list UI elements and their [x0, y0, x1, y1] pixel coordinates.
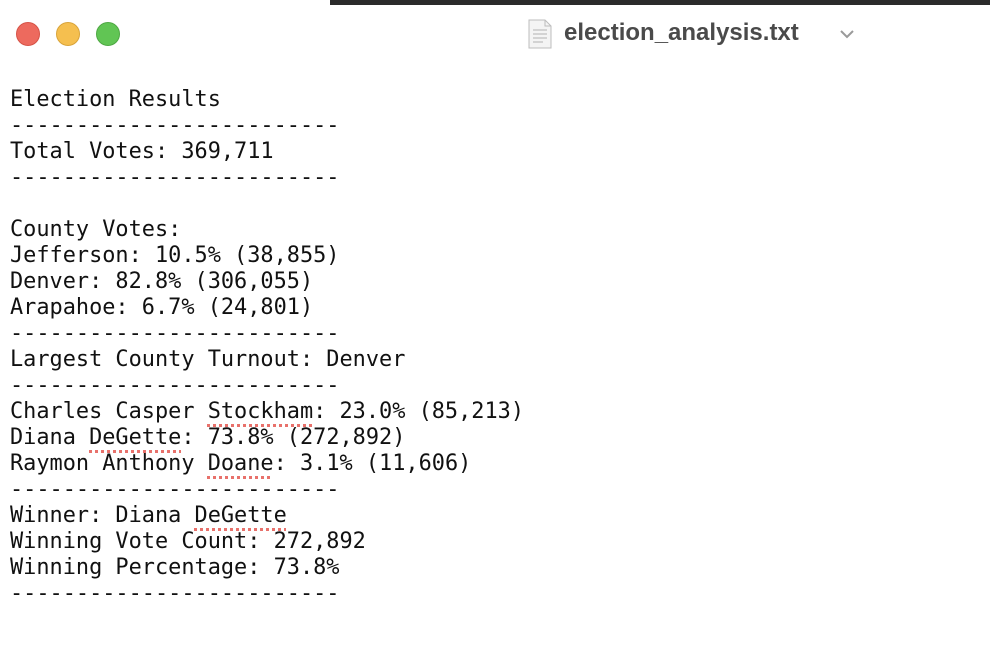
text: : 23.0% (85,213): [313, 399, 525, 424]
separator: -------------------------: [10, 477, 340, 502]
text-line: Jefferson: 10.5% (38,855): [10, 243, 340, 268]
text-line: Arapahoe: 6.7% (24,801): [10, 295, 314, 320]
text: Charles Casper: [10, 399, 208, 424]
document-text: Election Results -----------------------…: [10, 87, 524, 607]
text-line: Denver: 82.8% (306,055): [10, 269, 314, 294]
text-line: County Votes:: [10, 217, 182, 242]
misspelled-word[interactable]: DeGette: [194, 503, 287, 528]
document-icon: [528, 19, 552, 49]
misspelled-word[interactable]: DeGette: [89, 425, 182, 450]
zoom-button[interactable]: [96, 22, 120, 46]
minimize-button[interactable]: [56, 22, 80, 46]
misspelled-word[interactable]: Doane: [207, 451, 274, 476]
misspelled-word[interactable]: Stockham: [207, 399, 314, 424]
window-edge: [330, 0, 990, 5]
text-line: Winning Vote Count: 272,892: [10, 529, 366, 554]
text: Raymon Anthony: [10, 451, 208, 476]
text: : 73.8% (272,892): [181, 425, 406, 450]
text: : 3.1% (11,606): [273, 451, 472, 476]
text-line: Winner: Diana DeGette: [10, 503, 524, 529]
close-button[interactable]: [16, 22, 40, 46]
text-line: Election Results: [10, 87, 221, 112]
text-line: Charles Casper Stockham: 23.0% (85,213): [10, 399, 524, 425]
text: Winner: Diana: [10, 503, 195, 528]
text-line: Diana DeGette: 73.8% (272,892): [10, 425, 524, 451]
text-line: Winning Percentage: 73.8%: [10, 555, 340, 580]
separator: -------------------------: [10, 113, 340, 138]
window-title[interactable]: election_analysis.txt: [564, 19, 799, 46]
separator: -------------------------: [10, 321, 340, 346]
text-line: Total Votes: 369,711: [10, 139, 274, 164]
text: Diana: [10, 425, 90, 450]
separator: -------------------------: [10, 165, 340, 190]
title-bar: election_analysis.txt: [0, 5, 990, 65]
separator: -------------------------: [10, 373, 340, 398]
title-menu-chevron[interactable]: [840, 29, 854, 39]
separator: -------------------------: [10, 581, 340, 606]
text-line: Largest County Turnout: Denver: [10, 347, 406, 372]
text-line: Raymon Anthony Doane: 3.1% (11,606): [10, 451, 524, 477]
